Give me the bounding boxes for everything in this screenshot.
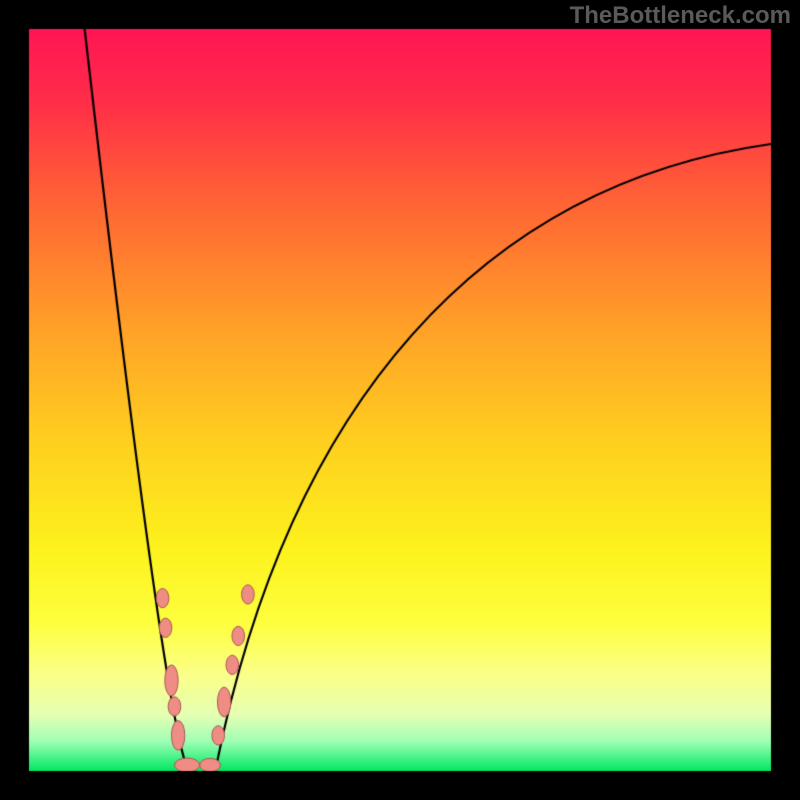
chart-stage: TheBottleneck.com <box>0 0 800 800</box>
watermark-text: TheBottleneck.com <box>570 2 791 30</box>
bottleneck-chart-canvas <box>0 0 800 800</box>
